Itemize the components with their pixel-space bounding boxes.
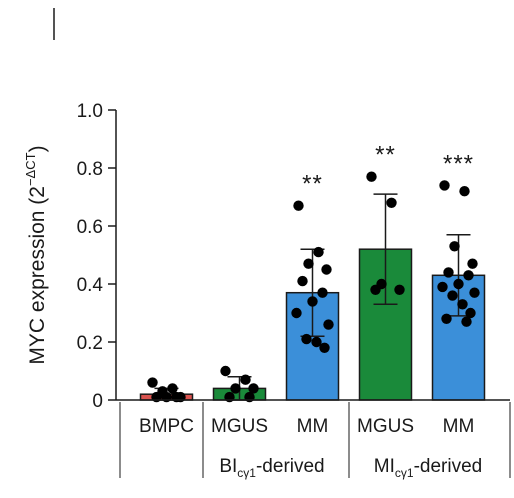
category-label: MGUS (211, 416, 268, 437)
data-point (311, 336, 322, 348)
group-label-mi-sub: cγ1 (395, 466, 414, 480)
data-point (467, 258, 478, 269)
data-point (293, 200, 304, 211)
category-label: MM (443, 416, 475, 437)
category-label: MM (297, 416, 329, 437)
svg-text:MYC expression (2−ΔCT): MYC expression (2−ΔCT) (23, 145, 49, 364)
data-point (366, 171, 377, 182)
data-point (457, 299, 468, 310)
data-point (323, 319, 334, 330)
y-tick-label: 0 (92, 391, 103, 412)
data-point (459, 186, 470, 197)
y-tick-label: 0.2 (77, 333, 103, 354)
data-point (230, 383, 241, 394)
significance-label: *** (443, 150, 474, 177)
data-point (220, 365, 231, 377)
y-tick-label: 0.8 (77, 159, 103, 180)
data-point (240, 374, 251, 385)
y-axis-title-close: ) (26, 145, 49, 152)
data-point (386, 197, 397, 208)
data-point (443, 267, 454, 278)
data-point (437, 281, 448, 293)
y-tick-label: 1.0 (77, 101, 103, 122)
significance-labels: **** *** (302, 142, 474, 198)
data-point (447, 290, 458, 301)
group-label-bi-main: BI (219, 456, 237, 477)
y-tick-label: 0.6 (77, 217, 103, 238)
group-label-mi-rest: -derived (414, 456, 483, 477)
data-point (303, 258, 314, 269)
data-point (394, 284, 405, 295)
data-point (439, 180, 450, 191)
y-axis-title: MYC expression (2−ΔCT) (23, 145, 49, 364)
group-label-mi: MIcγ1-derived (374, 456, 482, 480)
y-axis: 0 0.2 0.4 0.6 0.8 1.0 (77, 101, 117, 412)
data-point (441, 313, 452, 324)
group-label-mi-main: MI (374, 456, 395, 477)
data-point (291, 307, 302, 319)
data-point (321, 264, 332, 275)
x-axis: BMPC MGUS MM MGUS MM (116, 399, 511, 478)
data-point (248, 383, 259, 394)
data-point (449, 241, 460, 252)
data-point (297, 275, 308, 287)
data-point (461, 316, 472, 327)
y-tick-label: 0.4 (77, 275, 104, 296)
data-point (313, 246, 324, 258)
data-point (469, 287, 480, 298)
data-point (147, 377, 158, 388)
data-point (463, 270, 474, 281)
significance-label: ** (375, 142, 396, 169)
data-point (167, 383, 178, 394)
data-point (453, 278, 464, 290)
significance-label: ** (302, 171, 323, 198)
group-label-bi-rest: -derived (256, 456, 325, 477)
data-point (317, 287, 328, 298)
group-label-bi: BIcγ1-derived (219, 456, 324, 480)
category-label: BMPC (139, 416, 194, 437)
y-axis-title-main: MYC expression (2 (26, 186, 49, 365)
category-label: MGUS (357, 416, 414, 437)
data-point (319, 342, 330, 353)
group-label-bi-sub: cγ1 (237, 466, 256, 480)
data-point (307, 296, 318, 307)
data-point (465, 307, 476, 319)
y-axis-title-sup: −ΔCT (23, 152, 38, 186)
data-point (301, 333, 312, 345)
data-point (370, 284, 381, 295)
